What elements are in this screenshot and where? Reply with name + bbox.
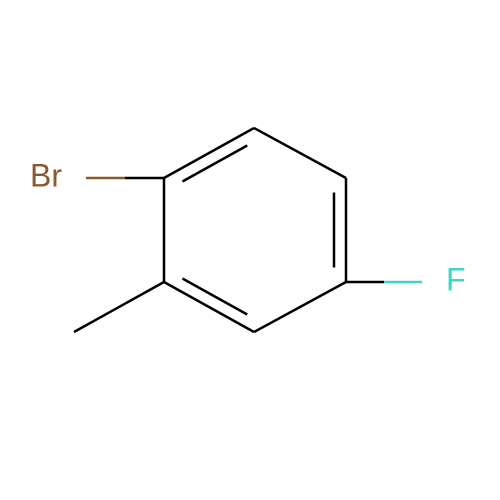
bond-line — [164, 128, 254, 178]
bond-line — [254, 128, 346, 178]
bond-line — [254, 282, 346, 332]
bond-line — [164, 282, 254, 332]
atom-label-f: F — [446, 261, 466, 297]
molecule-diagram: Br F — [0, 0, 500, 500]
bond-line — [74, 282, 164, 332]
atom-label-br: Br — [30, 157, 62, 193]
bonds-layer — [74, 128, 422, 332]
